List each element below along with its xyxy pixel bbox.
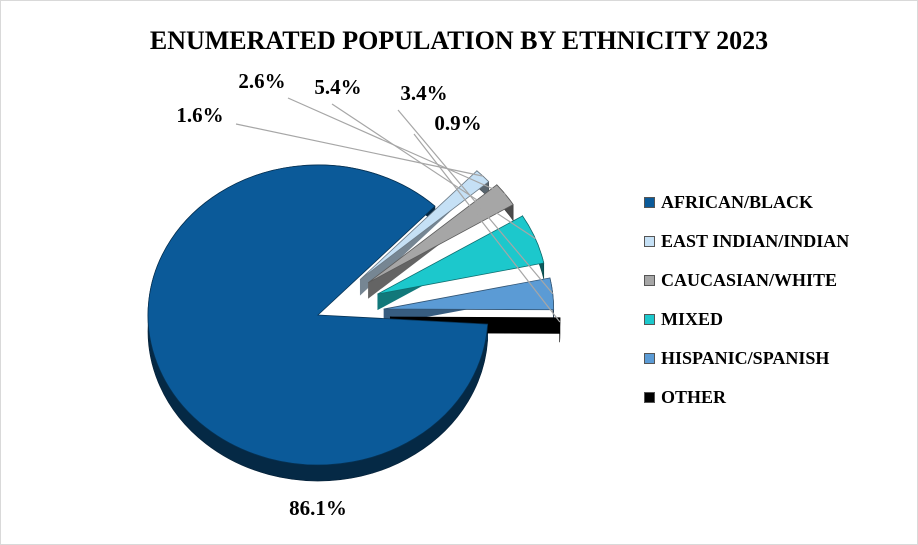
data-label: 2.6% [238,69,285,93]
legend-label: AFRICAN/BLACK [661,191,814,212]
data-label: 1.6% [176,103,223,127]
legend-label: EAST INDIAN/INDIAN [661,230,850,251]
pie-slice [147,164,489,466]
legend-item: OTHER [644,385,849,409]
legend: AFRICAN/BLACK EAST INDIAN/INDIAN CAUCASIAN… [644,190,849,424]
leader-line [235,123,484,177]
legend-swatch [644,196,655,208]
legend-item: MIXED [644,307,849,331]
legend-item: EAST INDIAN/INDIAN [644,229,849,253]
data-labels: 86.1% 1.6% 2.6% 5.4% 3.4% 0.9% [176,69,481,520]
data-label: 5.4% [314,75,361,99]
pie-slice [377,215,545,295]
legend-swatch [644,274,655,286]
data-label: 0.9% [434,111,481,135]
legend-item: CAUCASIAN/WHITE [644,268,849,292]
pie-slice [383,277,555,311]
legend-label: OTHER [661,386,727,407]
legend-item: AFRICAN/BLACK [644,190,849,214]
legend-label: MIXED [661,308,723,329]
pie-slices [147,164,561,466]
data-label: 3.4% [400,81,447,105]
legend-swatch [644,235,655,247]
chart-title: ENUMERATED POPULATION BY ETHNICITY 2023 [149,26,769,55]
leader-line [397,109,554,295]
leader-line [331,103,536,240]
legend-label: HISPANIC/SPANISH [661,347,830,368]
data-label: 86.1% [289,496,347,520]
legend-swatch [644,313,655,325]
legend-swatch [644,352,655,364]
legend-swatch [644,391,655,403]
legend-item: HISPANIC/SPANISH [644,346,849,370]
leader-lines [235,97,561,323]
leader-line [413,133,561,323]
legend-label: CAUCASIAN/WHITE [661,269,838,290]
